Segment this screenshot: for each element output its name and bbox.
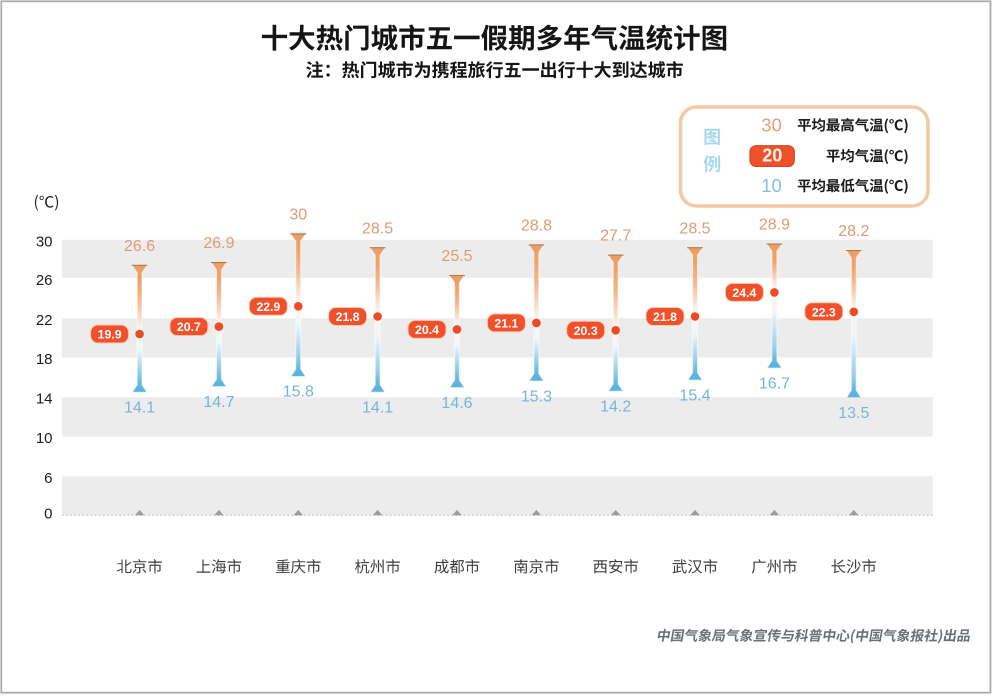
svg-text:28.8: 28.8: [521, 218, 552, 235]
svg-text:30: 30: [761, 115, 782, 136]
svg-text:14.1: 14.1: [124, 399, 155, 416]
svg-text:28.2: 28.2: [838, 223, 869, 240]
svg-text:20.7: 20.7: [177, 320, 201, 334]
svg-text:22.3: 22.3: [812, 305, 836, 319]
svg-text:28.5: 28.5: [679, 220, 710, 237]
svg-text:19.9: 19.9: [98, 328, 122, 342]
svg-text:14.2: 14.2: [600, 398, 631, 415]
svg-text:28.9: 28.9: [759, 217, 790, 234]
svg-text:15.8: 15.8: [283, 384, 314, 401]
svg-text:15.3: 15.3: [521, 388, 552, 405]
svg-text:20: 20: [762, 146, 782, 166]
svg-text:30: 30: [289, 206, 307, 223]
svg-text:21.8: 21.8: [336, 310, 360, 324]
svg-text:6: 6: [44, 470, 52, 487]
svg-text:14: 14: [36, 390, 53, 407]
svg-text:28.5: 28.5: [362, 220, 393, 237]
svg-text:26.9: 26.9: [203, 235, 234, 252]
svg-text:25.5: 25.5: [441, 248, 472, 265]
svg-text:20.4: 20.4: [415, 323, 439, 337]
svg-text:24.4: 24.4: [732, 286, 756, 300]
svg-text:26.6: 26.6: [124, 238, 155, 255]
svg-text:26: 26: [36, 272, 53, 289]
svg-text:13.5: 13.5: [838, 405, 869, 422]
svg-text:21.1: 21.1: [494, 316, 518, 330]
svg-text:15.4: 15.4: [679, 387, 710, 404]
svg-text:10: 10: [36, 430, 53, 447]
svg-text:14.6: 14.6: [441, 395, 472, 412]
svg-text:21.8: 21.8: [653, 310, 677, 324]
svg-text:10: 10: [761, 175, 782, 196]
svg-text:14.7: 14.7: [203, 394, 234, 411]
svg-text:16.7: 16.7: [759, 375, 790, 392]
svg-text:22: 22: [36, 312, 53, 329]
svg-text:27.7: 27.7: [600, 228, 631, 245]
svg-text:30: 30: [36, 233, 53, 250]
svg-text:22.9: 22.9: [256, 300, 280, 314]
svg-text:14.1: 14.1: [362, 399, 393, 416]
svg-text:20.3: 20.3: [574, 324, 598, 338]
svg-text:0: 0: [44, 506, 52, 523]
svg-text:18: 18: [36, 351, 53, 368]
